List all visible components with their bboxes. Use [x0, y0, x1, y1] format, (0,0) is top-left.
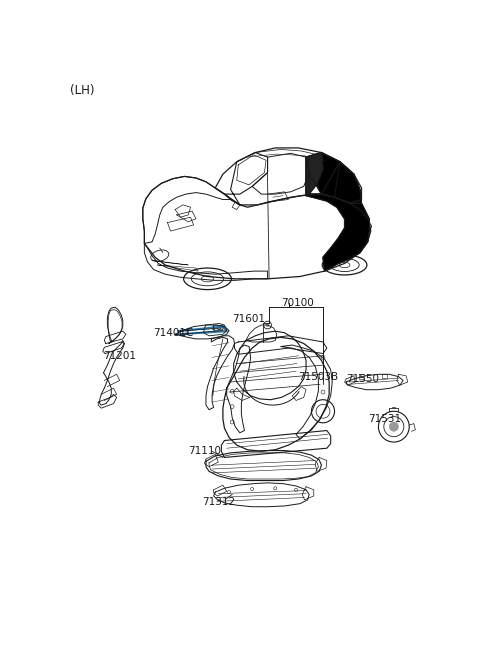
- Polygon shape: [306, 157, 369, 271]
- Text: 71201: 71201: [103, 351, 136, 361]
- Text: 71401C: 71401C: [154, 328, 194, 338]
- Text: 71503B: 71503B: [299, 371, 338, 381]
- Circle shape: [266, 323, 269, 327]
- Text: 71601: 71601: [232, 314, 265, 324]
- Circle shape: [389, 422, 398, 432]
- Text: 71550: 71550: [346, 374, 379, 384]
- Text: (LH): (LH): [71, 84, 95, 98]
- Polygon shape: [306, 152, 340, 197]
- Text: 71312: 71312: [202, 497, 235, 507]
- Text: 71531: 71531: [368, 414, 401, 424]
- Text: 71110: 71110: [188, 446, 221, 456]
- Text: 70100: 70100: [281, 299, 313, 309]
- Polygon shape: [306, 152, 323, 196]
- Polygon shape: [322, 162, 361, 203]
